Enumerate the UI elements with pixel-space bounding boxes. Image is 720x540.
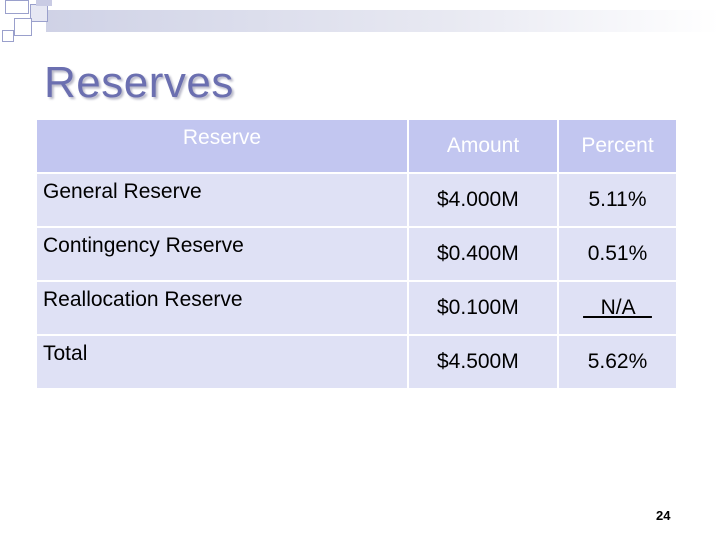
decoration-square [2,30,14,42]
decoration-square [30,4,48,22]
page-number: 24 [656,508,671,523]
table-row: Total $4.500M 5.62% [37,336,678,390]
header-reserve: Reserve [37,120,409,174]
row-amount: $4.000M [409,174,559,228]
reserves-table: Reserve Amount Percent General Reserve $… [37,120,678,390]
table-row: Contingency Reserve $0.400M 0.51% [37,228,678,282]
row-percent: 0.51% [559,228,678,282]
header-percent: Percent [559,120,678,174]
row-amount: $4.500M [409,336,559,390]
row-percent: 5.11% [559,174,678,228]
decoration-square [5,0,29,14]
row-name: Reallocation Reserve [37,282,409,336]
row-name: Total [37,336,409,390]
slide-title: Reserves [44,58,234,107]
table-row: General Reserve $4.000M 5.11% [37,174,678,228]
row-name: General Reserve [37,174,409,228]
header-decoration-bar [46,10,720,32]
decoration-square [14,18,32,36]
row-percent-underlined: N/A [583,296,652,319]
row-name: Contingency Reserve [37,228,409,282]
header-amount: Amount [409,120,559,174]
decoration-square [36,0,52,6]
row-amount: $0.400M [409,228,559,282]
row-percent: 5.62% [559,336,678,390]
table-row: Reallocation Reserve $0.100M N/A [37,282,678,336]
row-percent: N/A [559,282,678,336]
row-amount: $0.100M [409,282,559,336]
table-header-row: Reserve Amount Percent [37,120,678,174]
